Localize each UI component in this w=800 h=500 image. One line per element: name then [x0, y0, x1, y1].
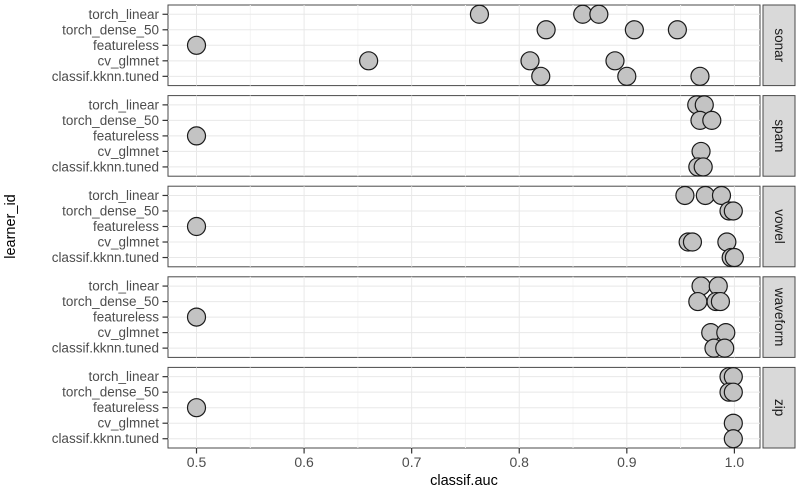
facet-strip: [762, 366, 796, 449]
y-tick-label: classif.kknn.tuned: [52, 250, 159, 265]
y-tick-label: torch_linear: [88, 97, 159, 112]
x-axis-title: classif.auc: [430, 473, 498, 489]
y-tick-label: classif.kknn.tuned: [52, 341, 159, 356]
y-tick-label: torch_linear: [88, 7, 159, 22]
y-tick-label: featureless: [93, 400, 159, 415]
y-axis-title: learner_id: [3, 194, 19, 259]
data-point: [186, 216, 207, 237]
data-point: [186, 307, 207, 327]
y-tick-label: classif.kknn.tuned: [52, 159, 159, 174]
y-tick-label: torch_dense_50: [62, 203, 159, 218]
facet-strip-label: waveform: [772, 287, 787, 347]
data-point: [690, 66, 710, 86]
y-tick-label: torch_dense_50: [62, 385, 159, 400]
y-tick-label: cv_glmnet: [97, 416, 159, 431]
data-point: [667, 20, 687, 40]
data-point: [186, 398, 207, 418]
data-point: [702, 110, 722, 130]
y-tick-label: cv_glmnet: [97, 53, 159, 68]
x-tick-label: 0.8: [510, 454, 530, 470]
data-point: [536, 20, 556, 40]
facet-strip-label: sonar: [772, 28, 787, 62]
data-point: [723, 201, 743, 221]
data-point: [186, 126, 207, 146]
x-tick-label: 1.0: [725, 454, 745, 470]
data-point: [605, 51, 625, 71]
data-point: [682, 232, 703, 252]
x-tick-label: 0.6: [294, 454, 314, 470]
data-point: [589, 4, 609, 24]
y-tick-label: featureless: [93, 128, 159, 143]
data-point: [531, 66, 551, 86]
data-point: [624, 20, 644, 40]
data-point: [723, 429, 743, 449]
data-point: [520, 51, 540, 71]
facet-strip-label: spam: [772, 119, 787, 152]
facet-strip-label: zip: [772, 399, 787, 416]
y-tick-label: torch_dense_50: [62, 113, 159, 128]
data-point: [695, 185, 715, 206]
data-point: [711, 185, 732, 206]
data-point: [723, 382, 743, 402]
y-tick-label: featureless: [93, 219, 159, 234]
data-point: [693, 157, 713, 177]
y-tick-label: featureless: [93, 38, 159, 53]
y-tick-label: torch_dense_50: [62, 294, 159, 309]
y-tick-label: classif.kknn.tuned: [52, 431, 159, 446]
y-tick-label: torch_dense_50: [62, 22, 159, 37]
x-tick-label: 0.5: [187, 454, 207, 470]
y-tick-label: cv_glmnet: [97, 325, 159, 340]
facet-strip: [762, 4, 796, 87]
data-point: [675, 185, 695, 206]
facet-strip: [762, 276, 796, 358]
y-tick-label: cv_glmnet: [97, 235, 159, 250]
data-point: [573, 4, 593, 24]
y-tick-label: classif.kknn.tuned: [52, 69, 159, 84]
data-point: [710, 291, 731, 312]
data-point: [691, 276, 711, 296]
data-point: [186, 35, 207, 55]
y-tick-label: torch_linear: [88, 279, 159, 294]
data-point: [724, 247, 744, 268]
y-tick-label: cv_glmnet: [97, 144, 159, 159]
facet-strip: [762, 185, 796, 268]
x-tick-label: 0.9: [617, 454, 637, 470]
y-tick-label: torch_linear: [88, 369, 159, 384]
data-point: [469, 4, 490, 24]
data-point: [359, 51, 379, 71]
y-tick-label: featureless: [93, 310, 159, 325]
data-point: [688, 291, 708, 312]
x-tick-label: 0.7: [402, 454, 422, 470]
facet-strip-label: vowel: [772, 209, 787, 244]
data-point: [715, 338, 735, 358]
data-point: [617, 66, 637, 86]
facet-strip: [762, 95, 796, 177]
y-tick-label: torch_linear: [88, 188, 159, 203]
